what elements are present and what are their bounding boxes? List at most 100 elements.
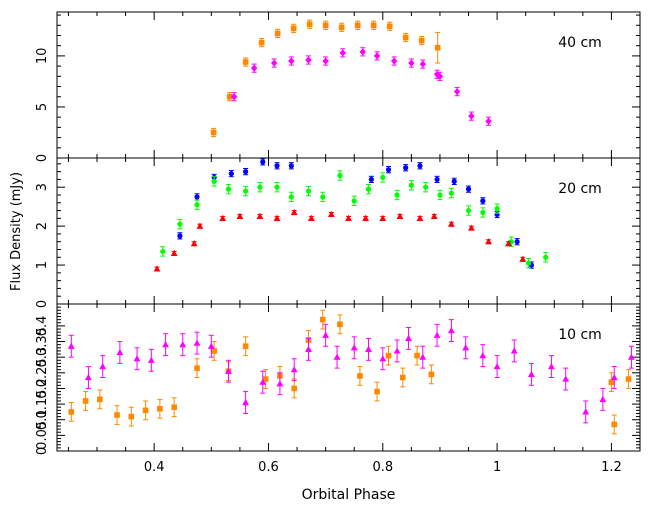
- data-point: [519, 255, 527, 262]
- data-point: [242, 398, 250, 406]
- data-point: [386, 23, 393, 30]
- x-tick-label: 1.2: [601, 460, 622, 475]
- y-tick-label: 0: [35, 300, 50, 308]
- data-point: [416, 214, 424, 221]
- data-point: [543, 254, 549, 260]
- y-axis-label: Flux Density (mJy): [9, 172, 24, 291]
- panel-label: 20 cm: [558, 181, 602, 197]
- data-point: [494, 206, 500, 212]
- data-point: [362, 214, 370, 221]
- data-point: [322, 22, 329, 29]
- panel-40-cm: 0 5 10 40 cm: [35, 11, 641, 162]
- x-tick-label: 1: [493, 460, 501, 475]
- series-1: [230, 47, 492, 126]
- data-point: [288, 57, 295, 65]
- data-point: [345, 214, 352, 221]
- data-point: [114, 412, 120, 418]
- panel-20-cm: 0 1 2 3 20 cm Flux Density (mJy): [9, 157, 641, 308]
- data-point: [628, 353, 635, 360]
- data-point: [288, 194, 294, 200]
- data-point: [273, 214, 281, 221]
- panel-label: 40 cm: [558, 35, 602, 51]
- data-point: [393, 347, 401, 354]
- data-point: [190, 240, 198, 247]
- data-point: [226, 93, 233, 100]
- data-point: [430, 212, 438, 219]
- data-point: [128, 413, 135, 420]
- data-point: [428, 371, 435, 378]
- data-point: [414, 352, 420, 359]
- data-point: [525, 260, 532, 266]
- data-point: [337, 172, 343, 179]
- data-point: [99, 362, 107, 370]
- y-tick-label: 0.15: [35, 390, 50, 419]
- data-point: [82, 398, 89, 404]
- data-point: [258, 39, 265, 46]
- data-point: [333, 353, 341, 360]
- data-point: [211, 178, 217, 184]
- data-point: [207, 342, 215, 349]
- data-point: [365, 186, 372, 192]
- data-point: [467, 224, 475, 231]
- data-point: [194, 194, 200, 200]
- data-point: [373, 52, 381, 60]
- data-point: [256, 212, 264, 219]
- x-tick-label: 0.6: [258, 460, 279, 475]
- data-point: [465, 207, 472, 214]
- data-point: [510, 347, 518, 354]
- data-point: [528, 370, 535, 377]
- data-point: [319, 316, 326, 323]
- data-point: [290, 25, 297, 32]
- data-point: [365, 345, 372, 352]
- data-point: [417, 163, 423, 169]
- data-point: [451, 178, 457, 184]
- y-tick-label: 0.35: [35, 327, 50, 356]
- data-point: [194, 202, 200, 208]
- data-point: [162, 341, 169, 348]
- data-point: [225, 367, 232, 374]
- data-point: [379, 355, 387, 362]
- data-point: [68, 409, 75, 415]
- panel-frame: [56, 157, 641, 305]
- data-point: [351, 198, 357, 204]
- data-point: [116, 348, 124, 356]
- data-point: [505, 240, 512, 247]
- data-point: [399, 374, 406, 381]
- data-point: [157, 405, 163, 412]
- y-tick-label: 0.1: [35, 409, 50, 430]
- data-point: [147, 356, 155, 363]
- data-point: [259, 378, 267, 385]
- data-point: [599, 395, 607, 402]
- series-1: [67, 319, 635, 424]
- data-point: [608, 379, 615, 385]
- y-tick-label: 0.3: [35, 347, 50, 368]
- data-point: [403, 165, 409, 171]
- data-point: [270, 59, 278, 67]
- x-tick-label: 0.4: [144, 460, 165, 475]
- data-point: [485, 117, 492, 125]
- data-point: [453, 88, 461, 96]
- data-point: [133, 355, 141, 362]
- data-point: [462, 344, 470, 351]
- data-point: [177, 221, 183, 227]
- data-point: [322, 57, 329, 65]
- data-point: [370, 22, 377, 29]
- y-tick-label: 3: [35, 183, 50, 191]
- series-0: [68, 309, 632, 435]
- panel-frame: [56, 303, 641, 452]
- data-point: [171, 404, 177, 411]
- y-tick-label: 0: [35, 447, 50, 455]
- panel-label: 10 cm: [558, 327, 602, 343]
- data-point: [562, 375, 570, 382]
- data-point: [611, 421, 618, 428]
- data-point: [408, 59, 415, 67]
- data-point: [85, 373, 92, 381]
- data-point: [67, 342, 75, 349]
- data-point: [480, 209, 486, 216]
- data-point: [276, 380, 284, 387]
- data-point: [327, 210, 335, 218]
- y-tick-label: 10: [35, 48, 50, 65]
- series-2: [153, 208, 527, 272]
- y-tick-label: 0.25: [35, 358, 50, 387]
